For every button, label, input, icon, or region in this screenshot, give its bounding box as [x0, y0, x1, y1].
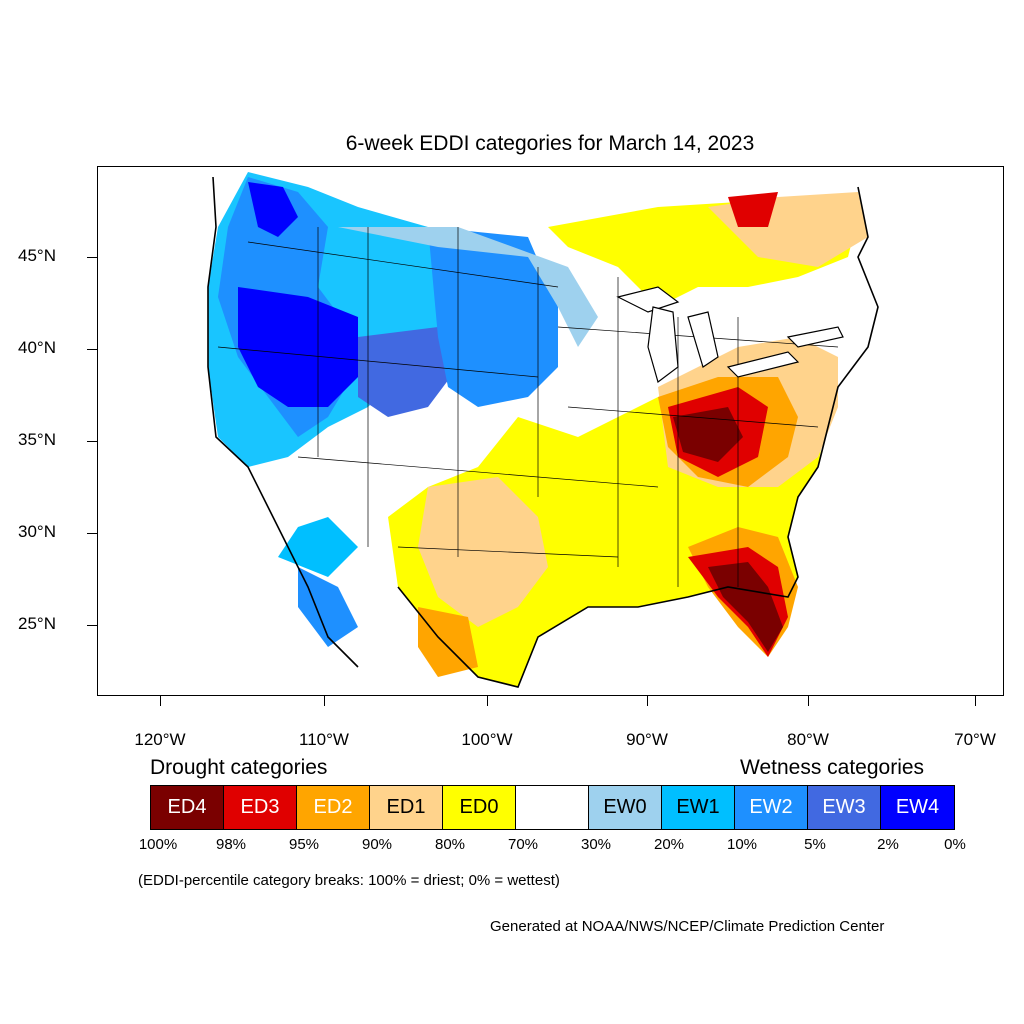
ew4-great-basin	[238, 287, 358, 407]
ed1-south-plains	[418, 477, 548, 627]
break-80: 80%	[434, 836, 466, 853]
break-0: 0%	[944, 836, 966, 853]
break-2: 2%	[877, 836, 899, 853]
lat-label-40: 40°N	[18, 338, 56, 357]
category-note: (EDDI-percentile category breaks: 100% =…	[138, 872, 560, 889]
legend-ed1: ED1	[370, 786, 443, 829]
lat-tick-25	[87, 625, 97, 626]
map-title: 6-week EDDI categories for March 14, 202…	[345, 132, 755, 155]
eddi-map	[97, 166, 1004, 696]
legend-ed3: ED3	[224, 786, 297, 829]
lat-tick-35	[87, 441, 97, 442]
ed3-michigan	[728, 192, 778, 227]
lon-tick-70	[975, 696, 976, 706]
break-30: 30%	[580, 836, 612, 853]
lon-tick-80	[808, 696, 809, 706]
break-70: 70%	[507, 836, 539, 853]
lon-label-90: 90°W	[626, 730, 668, 749]
ew0-north	[338, 227, 598, 347]
ew1-mexico	[298, 567, 358, 647]
legend-ew1: EW1	[662, 786, 735, 829]
ew2-plains	[428, 227, 558, 407]
legend-ed4: ED4	[151, 786, 224, 829]
legend-ew2: EW2	[735, 786, 808, 829]
lat-tick-30	[87, 533, 97, 534]
lat-tick-40	[87, 349, 97, 350]
lat-label-45: 45°N	[18, 246, 56, 265]
conus-coastline	[207, 176, 879, 688]
lat-label-30: 30°N	[18, 522, 56, 541]
break-5: 5%	[804, 836, 826, 853]
lon-tick-120	[160, 696, 161, 706]
lon-label-70: 70°W	[954, 730, 996, 749]
lon-label-120: 120°W	[134, 730, 186, 749]
ed4-ohio-valley	[673, 407, 743, 462]
legend-ed2: ED2	[297, 786, 370, 829]
credit-line: Generated at NOAA/NWS/NCEP/Climate Predi…	[490, 918, 885, 935]
break-95: 95%	[288, 836, 320, 853]
break-100: 100%	[138, 836, 178, 853]
lon-label-100: 100°W	[461, 730, 513, 749]
lat-label-35: 35°N	[18, 430, 56, 449]
ew1-southwest	[278, 517, 358, 577]
lat-tick-45	[87, 257, 97, 258]
break-10: 10%	[726, 836, 758, 853]
legend-ed0: ED0	[443, 786, 516, 829]
great-lakes	[616, 286, 844, 384]
lon-tick-110	[324, 696, 325, 706]
lat-label-25: 25°N	[18, 614, 56, 633]
category-legend: ED4 ED3 ED2 ED1 ED0 EW0 EW1 EW2 EW3 EW4	[150, 785, 955, 830]
legend-ew0: EW0	[589, 786, 662, 829]
wetness-heading: Wetness categories	[740, 756, 925, 779]
lon-tick-100	[487, 696, 488, 706]
ew4-north-rockies	[248, 182, 298, 237]
state-boundaries	[217, 227, 839, 587]
lon-label-80: 80°W	[787, 730, 829, 749]
conus-eddi-map	[207, 172, 879, 688]
legend-normal	[516, 786, 589, 829]
drought-heading: Drought categories	[150, 756, 328, 779]
ed4-florida	[708, 562, 783, 652]
break-90: 90%	[361, 836, 393, 853]
lon-label-110: 110°W	[299, 730, 349, 749]
ed2-mexico	[418, 607, 478, 677]
ew3-central-rockies	[358, 327, 458, 417]
legend-ew4: EW4	[881, 786, 954, 829]
break-20: 20%	[653, 836, 685, 853]
break-98: 98%	[215, 836, 247, 853]
legend-ew3: EW3	[808, 786, 881, 829]
lon-tick-90	[647, 696, 648, 706]
